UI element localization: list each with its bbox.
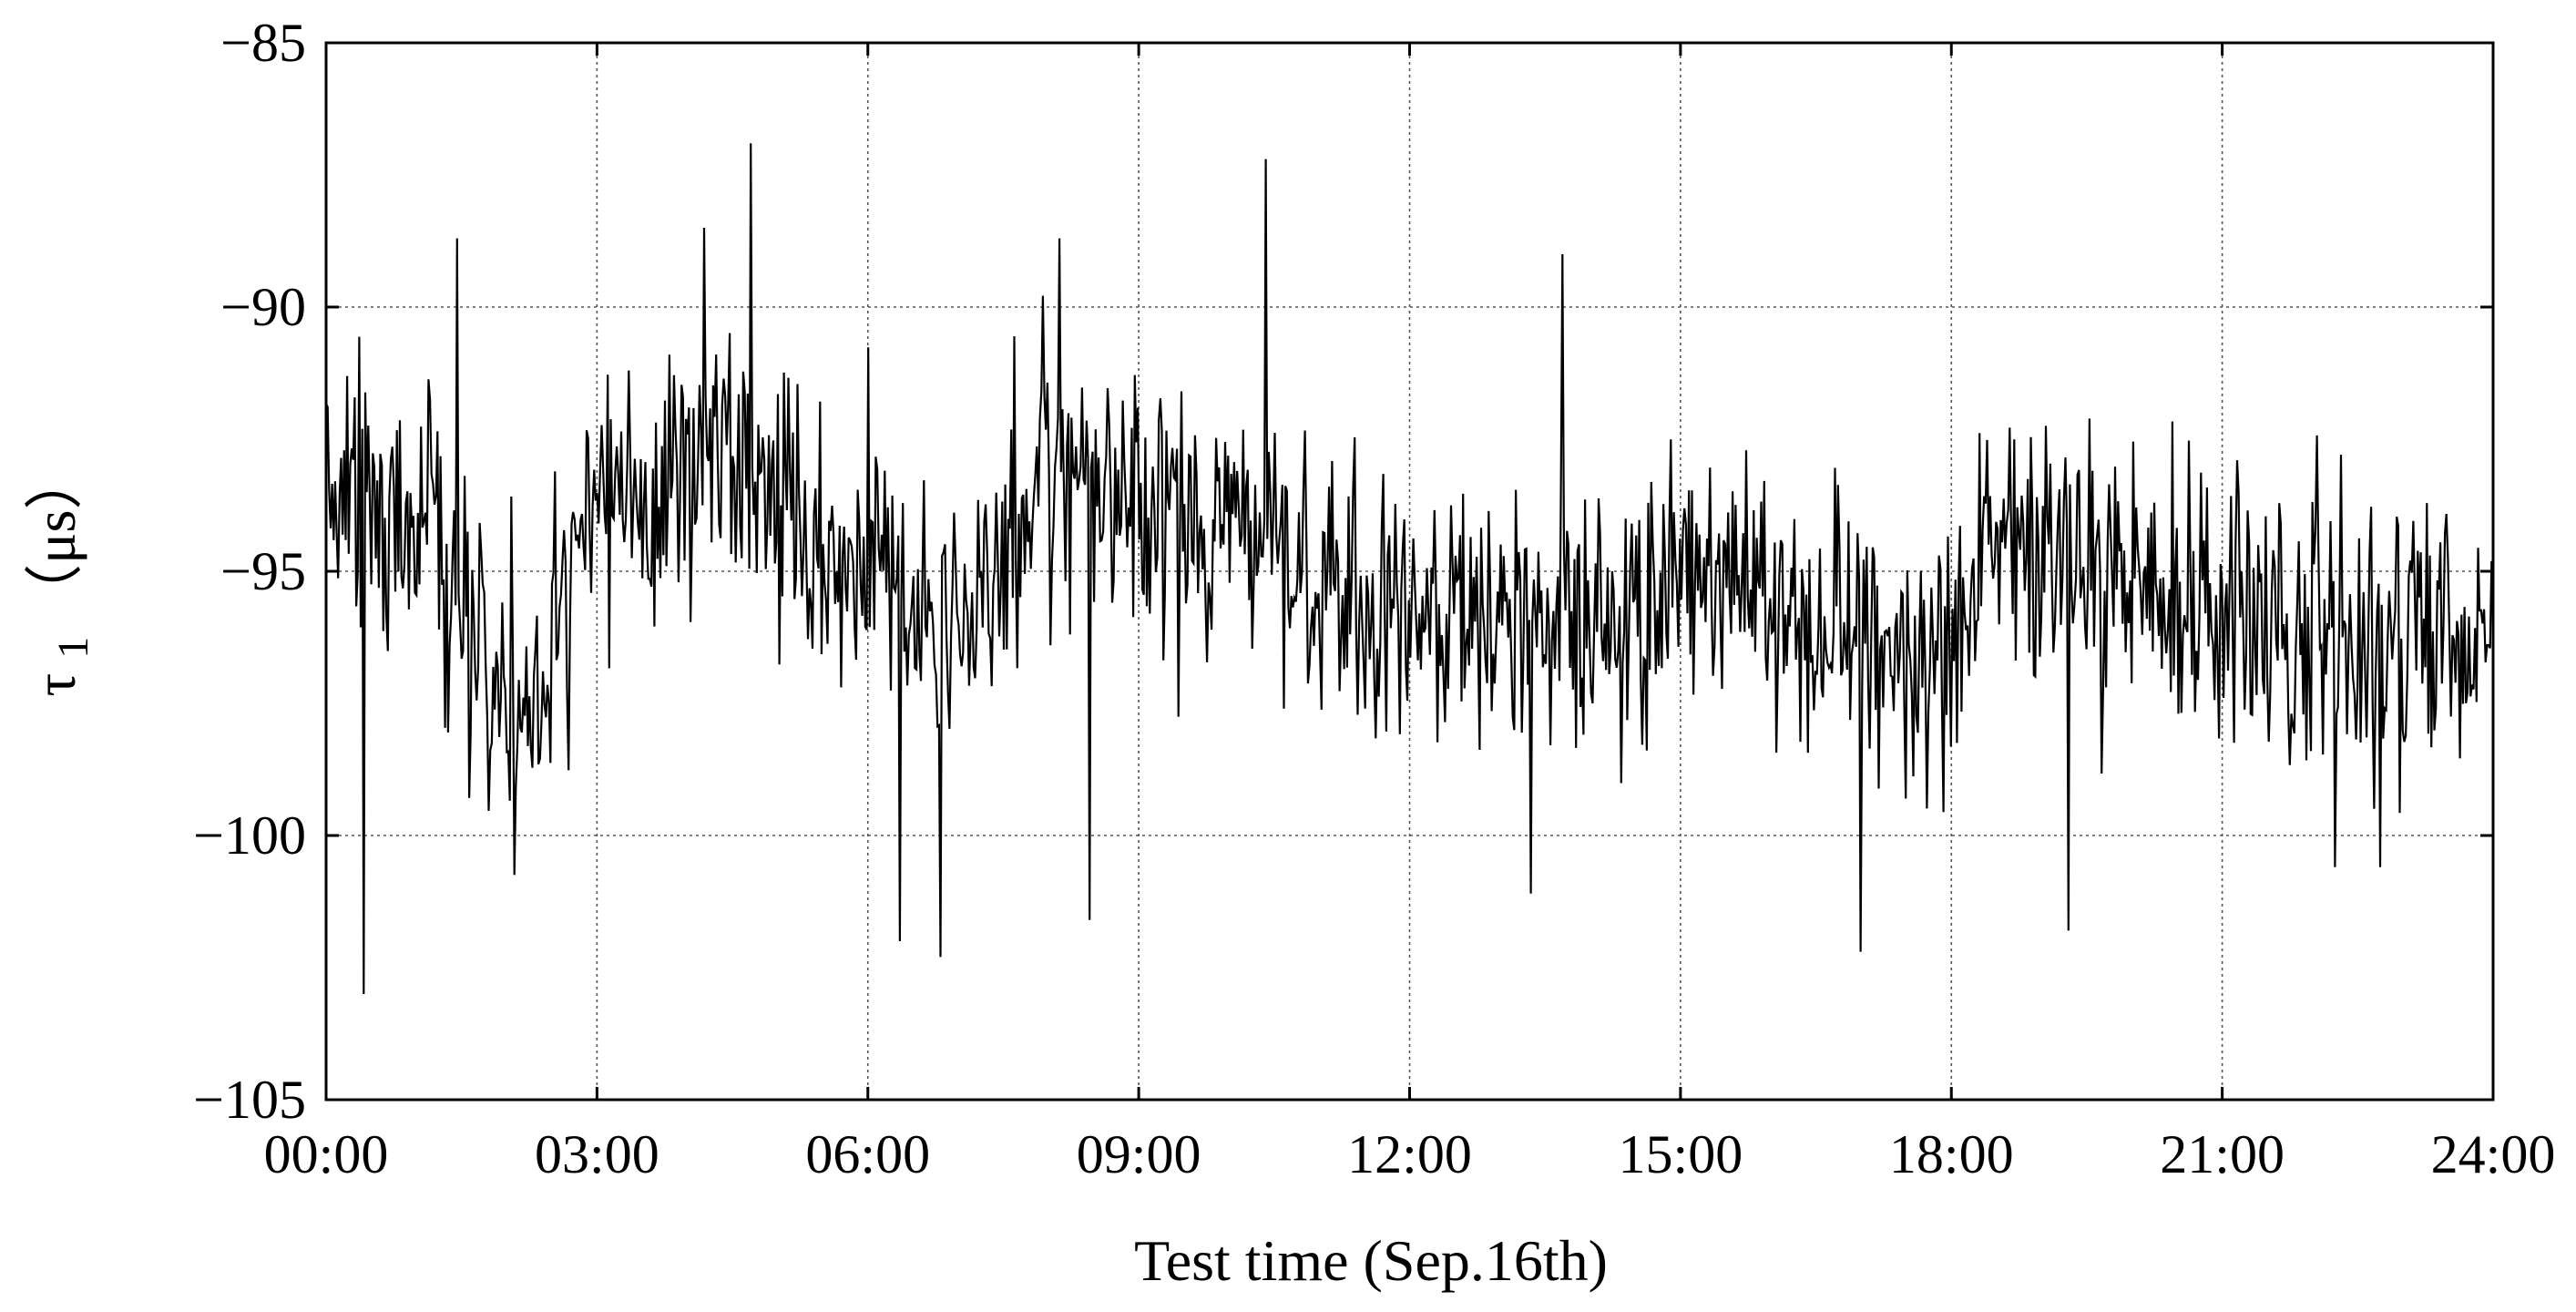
x-tick-label: 06:00 [805, 1124, 930, 1184]
x-tick-label: 24:00 [2431, 1124, 2556, 1184]
y-tick-labels: −85 −90 −95 −100 −105 [193, 13, 306, 1130]
y-tick-label: −105 [193, 1070, 306, 1130]
series-line [325, 143, 2495, 995]
x-axis-title: Test time (Sep.16th) [1134, 1228, 1608, 1293]
y-tick-label: −85 [220, 13, 306, 73]
x-tick-label: 18:00 [1889, 1124, 2014, 1184]
plot-frame [324, 41, 2495, 1102]
svg-text:τ 1 （μs）: τ 1 （μs） [23, 452, 100, 697]
y-axis-title-main: τ [23, 673, 87, 697]
x-tick-label: 03:00 [535, 1124, 659, 1184]
x-tick-label: 21:00 [2160, 1124, 2285, 1184]
y-tick-label: −95 [220, 541, 306, 601]
x-tick-labels: 00:00 03:00 06:00 09:00 12:00 15:00 18:00 21:00… [264, 1124, 2556, 1184]
x-tick-label: 15:00 [1619, 1124, 1743, 1184]
x-tick-label: 00:00 [264, 1124, 389, 1184]
x-tick-label: 09:00 [1077, 1124, 1201, 1184]
x-tick-label: 12:00 [1347, 1124, 1472, 1184]
y-axis-title: τ 1 （μs） [23, 452, 100, 697]
y-tick-label: −100 [193, 805, 306, 866]
y-tick-label: −90 [220, 277, 306, 337]
y-axis-title-subscript: 1 [49, 637, 97, 659]
series-layer [325, 143, 2495, 995]
y-axis-title-unit: （μs） [23, 452, 87, 622]
